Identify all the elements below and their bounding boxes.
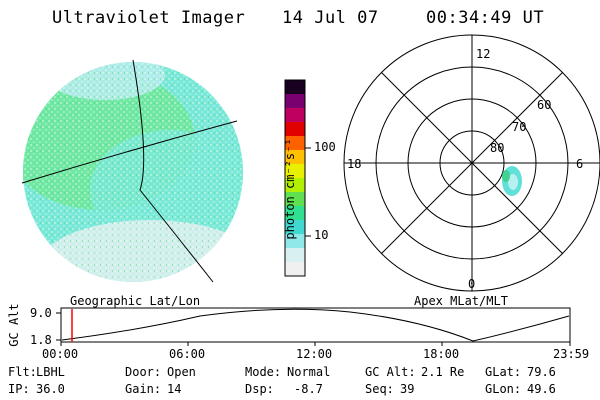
altitude-ytick-label-1.8: 1.8 — [30, 333, 52, 347]
colorbar-band — [285, 136, 305, 151]
globe-speckle — [23, 62, 243, 282]
mode-label: Mode: — [245, 365, 282, 379]
colorbar-band — [285, 108, 305, 123]
glat-label: GLat: — [485, 365, 522, 379]
date-label: 14 Jul 07 — [282, 8, 379, 28]
polar-lat-80: 80 — [490, 141, 505, 155]
colorbar-label-10: 10 — [314, 228, 329, 242]
door-label: Door: — [125, 365, 162, 379]
globe-longitude-line — [132, 59, 214, 283]
altitude-ytick-label-9: 9.0 — [30, 306, 52, 320]
polar-mlt-18: 18 — [347, 157, 362, 171]
seq-value: 39 — [400, 382, 415, 396]
altitude-xtick-label-4: 23:59 — [553, 347, 590, 361]
gc-alt-value: 2.1 Re — [421, 365, 465, 379]
gain-label: Gain: — [125, 382, 162, 396]
colorbar-band — [285, 80, 305, 95]
polar-plot — [343, 34, 600, 292]
seq-label: Seq: — [365, 382, 394, 396]
colorbar-band — [285, 94, 305, 109]
dsp-value: -8.7 — [294, 382, 323, 396]
colorbar-band — [285, 248, 305, 263]
geographic-view-label: Geographic Lat/Lon — [70, 294, 201, 308]
colorbar — [285, 80, 305, 277]
instrument-title: Ultraviolet Imager — [52, 8, 246, 28]
polar-aurora-edge — [502, 170, 510, 182]
colorbar-frame — [284, 79, 306, 277]
gain-value: 14 — [167, 382, 182, 396]
polar-aurora-inner — [508, 174, 518, 190]
polar-view-label: Apex MLat/MLT — [414, 294, 508, 308]
glat-value: 79.6 — [527, 365, 556, 379]
altitude-xtick-label-2: 12:00 — [296, 347, 333, 361]
colorbar-label-100: 100 — [314, 140, 336, 154]
polar-diagonal-2 — [381, 72, 563, 254]
glon-value: 49.6 — [527, 382, 556, 396]
ip-label: IP: — [8, 382, 30, 396]
altitude-xtick-label-0: 00:00 — [42, 347, 79, 361]
altitude-plot-frame — [60, 307, 571, 343]
door-value: Open — [167, 365, 196, 379]
colorbar-band — [285, 122, 305, 137]
glon-label: GLon: — [485, 382, 522, 396]
polar-mlt-6: 6 — [576, 157, 584, 171]
colorbar-band — [285, 178, 305, 193]
altitude-curve — [61, 308, 570, 342]
altitude-xtick-label-1: 06:00 — [169, 347, 206, 361]
geographic-globe — [23, 62, 243, 282]
polar-mlt-0: 0 — [468, 277, 476, 291]
colorbar-band — [285, 150, 305, 165]
colorbar-band — [285, 234, 305, 249]
dsp-label: Dsp: — [245, 382, 274, 396]
ip-value: 36.0 — [36, 382, 65, 396]
colorbar-unit-label: photon cm⁻²s⁻¹ — [283, 138, 297, 240]
colorbar-band — [285, 262, 305, 277]
filter-label: Flt: — [8, 365, 37, 379]
polar-lat-70: 70 — [512, 120, 527, 134]
polar-lat-60: 60 — [537, 98, 552, 112]
altitude-ylabel: GC Alt — [7, 303, 21, 347]
time-label: 00:34:49 UT — [426, 8, 545, 28]
colorbar-band — [285, 164, 305, 179]
filter-value: LBHL — [36, 365, 65, 379]
gc-alt-label: GC Alt: — [365, 365, 416, 379]
colorbar-band — [285, 206, 305, 221]
mode-value: Normal — [287, 365, 331, 379]
altitude-xtick-label-3: 18:00 — [423, 347, 460, 361]
colorbar-band — [285, 192, 305, 207]
colorbar-band — [285, 220, 305, 235]
globe-latitude-line — [21, 120, 238, 184]
polar-mlt-12: 12 — [476, 47, 491, 61]
